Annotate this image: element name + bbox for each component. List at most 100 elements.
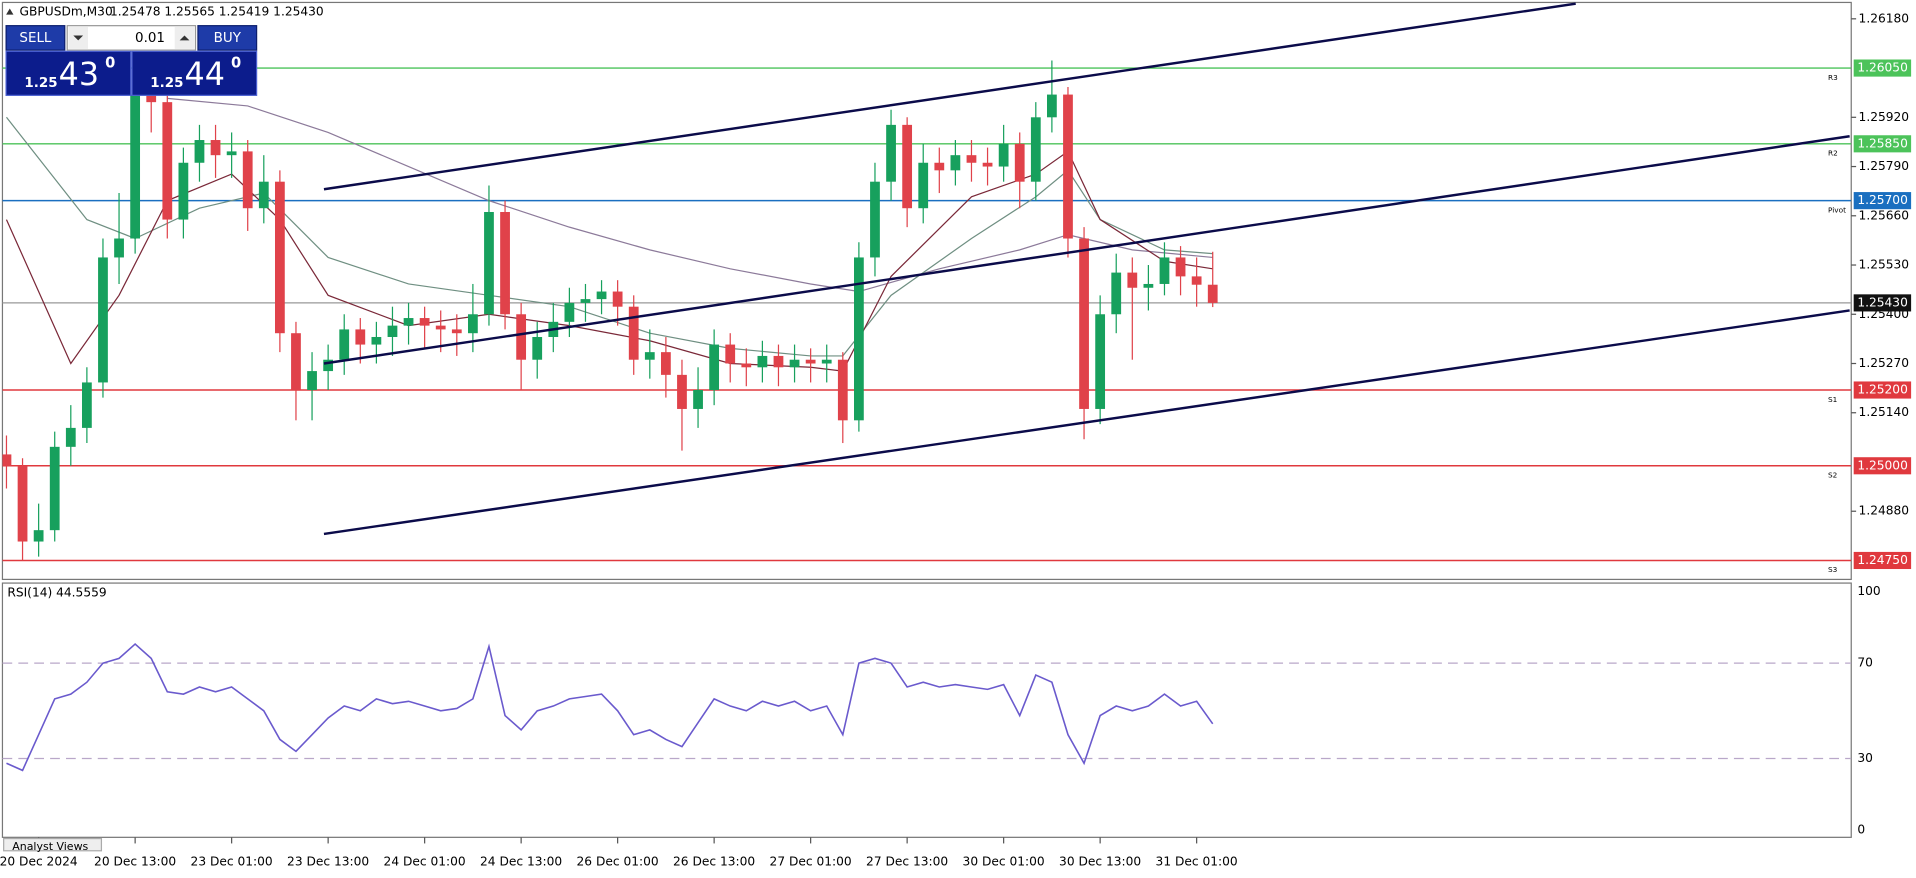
lot-input[interactable] [66, 25, 197, 51]
up-arrow [179, 35, 190, 41]
candle-body [725, 344, 736, 364]
candle-body [339, 329, 350, 360]
candle-body [805, 359, 816, 364]
candle-body [1191, 276, 1202, 285]
x-tick-label: 23 Dec 13:00 [287, 854, 369, 868]
candle-body [660, 352, 671, 375]
level-value: 1.25200 [1857, 383, 1908, 397]
candle-body [323, 359, 334, 372]
level-name: R2 [1828, 149, 1838, 158]
candle-body [1111, 272, 1122, 315]
bid-prefix[interactable]: 1.25 [24, 76, 57, 91]
sell-label[interactable]: SELL [19, 31, 52, 46]
axes: 1.261801.259201.257901.256601.255301.254… [0, 11, 1912, 868]
ask-box[interactable] [131, 50, 258, 96]
y-tick-label: 1.24880 [1859, 504, 1910, 518]
candle-body [966, 155, 977, 163]
bid-box[interactable] [5, 50, 132, 96]
candle-body [65, 427, 76, 447]
collapse-icon[interactable] [6, 8, 14, 15]
candle-body [564, 302, 575, 322]
level-name: S2 [1828, 471, 1837, 480]
candle-body [886, 124, 896, 182]
candle-body [950, 155, 961, 171]
candle-body [451, 329, 462, 334]
sell-button[interactable] [5, 25, 66, 51]
x-tick-label: 27 Dec 01:00 [770, 854, 852, 868]
level-value: 1.25700 [1857, 193, 1908, 207]
down-arrow [73, 35, 84, 41]
candle-body [1079, 238, 1089, 409]
candle-body [1143, 283, 1154, 288]
candle-body [274, 181, 285, 334]
level-name: Pivot [1828, 205, 1846, 214]
tab[interactable] [3, 837, 103, 852]
moving-average [167, 97, 1213, 293]
candle-body [130, 94, 141, 239]
price-value: 1.25430 [1857, 295, 1908, 309]
ask-prefix[interactable]: 1.25 [150, 76, 183, 91]
candle-body [1014, 143, 1025, 182]
lot-value[interactable]: 0.01 [135, 31, 165, 46]
candle-body [628, 306, 639, 360]
x-tick-label: 24 Dec 13:00 [480, 854, 562, 868]
y-tick-label: 1.25140 [1859, 405, 1910, 419]
candle-body [467, 314, 478, 334]
level-box [1853, 192, 1912, 210]
candle-body [644, 352, 655, 360]
y-tick-label: 30 [1857, 751, 1873, 765]
candle-body [484, 211, 494, 315]
buy-label[interactable]: BUY [214, 31, 242, 46]
level-value: 1.24750 [1857, 553, 1908, 567]
y-tick-label: 1.25530 [1859, 258, 1910, 272]
candle-body [741, 363, 752, 368]
price-box [1853, 294, 1912, 312]
y-tick-label: 1.25920 [1859, 110, 1910, 124]
y-tick-label: 1.25790 [1859, 159, 1910, 173]
candle-body [210, 140, 221, 156]
x-tick-label: 31 Dec 01:00 [1156, 854, 1238, 868]
candle-body [1095, 314, 1106, 409]
main-plot: R3 R2 Pivot S1 S2 S3 [2, 2, 1852, 574]
candle-body [17, 465, 28, 542]
rsi-line [6, 643, 1214, 772]
candle-body [918, 162, 929, 209]
moving-average [5, 116, 1213, 357]
candle-body [1175, 257, 1186, 277]
candle-body [1207, 284, 1218, 303]
candle-body [291, 333, 301, 391]
candle-body [114, 238, 124, 258]
y-tick-label: 1.25270 [1859, 356, 1910, 370]
candle-body [98, 257, 108, 383]
rsi-title: RSI(14) 44.5559 [7, 585, 106, 599]
ask-sup[interactable]: 0 [231, 55, 241, 72]
candle-body [1047, 94, 1057, 118]
y-tick-label: 70 [1857, 656, 1873, 670]
x-tick-label: 20 Dec 13:00 [94, 854, 176, 868]
candle-body [870, 181, 880, 258]
symbol-title: GBPUSDm,M30 [20, 5, 113, 19]
candle-body [33, 530, 44, 542]
trade-panel: SELL 0.01 BUY 1.25 43 0 1.25 44 0 [5, 25, 258, 96]
candle-body [998, 143, 1009, 167]
candle-body [532, 336, 543, 360]
bid-sup[interactable]: 0 [105, 55, 115, 72]
tab-label[interactable]: Analyst Views [12, 840, 88, 853]
buy-button[interactable] [197, 25, 258, 51]
level-box [1853, 551, 1912, 570]
candle-body [355, 329, 366, 345]
candle-body [146, 94, 157, 103]
candle-body [709, 344, 720, 391]
x-tick-label: 27 Dec 13:00 [866, 854, 948, 868]
candle-body [258, 181, 269, 209]
candle-body [178, 162, 189, 220]
candle-body [307, 371, 317, 391]
ask-big[interactable]: 44 [185, 57, 225, 93]
candle-body [982, 162, 993, 167]
candle-body [49, 446, 60, 531]
trend-line [323, 135, 1850, 365]
bid-big[interactable]: 43 [59, 57, 99, 93]
y-tick-label: 1.25660 [1859, 208, 1910, 222]
candle-body [419, 318, 430, 326]
